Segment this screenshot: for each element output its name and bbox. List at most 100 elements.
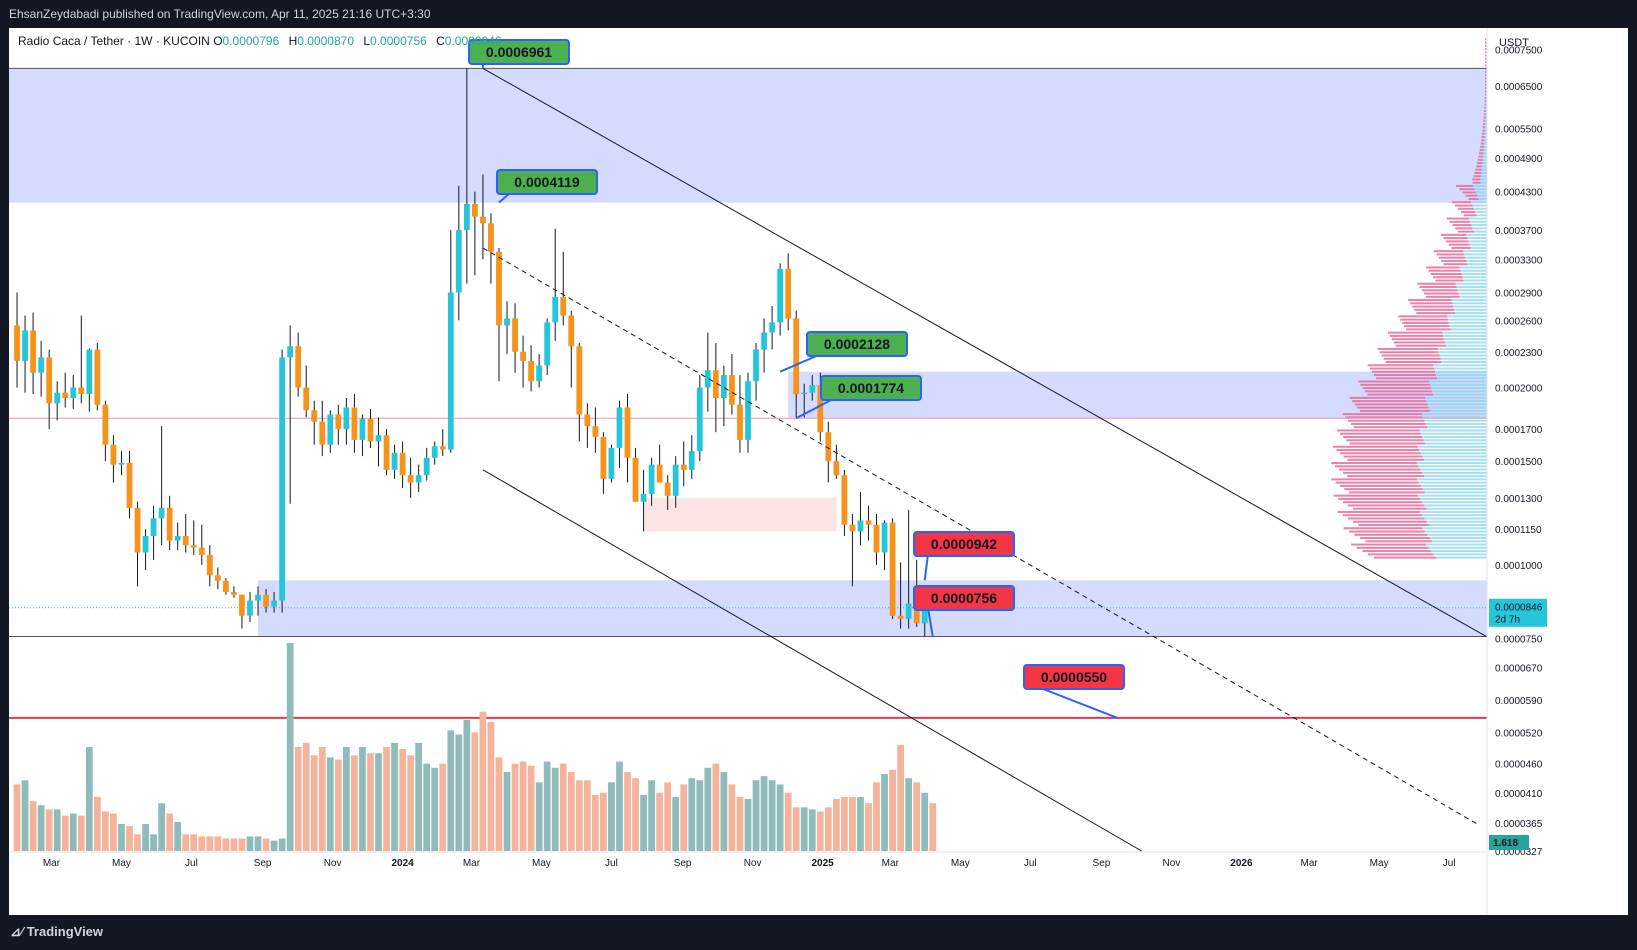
- candle-body: [624, 407, 631, 458]
- annotation-callout-5: 0.0000756: [913, 585, 1015, 637]
- candle-body: [520, 351, 526, 361]
- tradingview-brand: TradingView: [26, 924, 104, 939]
- volume-bar: [29, 801, 37, 851]
- profile-bar-pink: [1449, 220, 1471, 223]
- profile-bar-pink: [1343, 471, 1423, 474]
- profile-bar-pink: [1395, 344, 1446, 347]
- profile-bar-blue: [1425, 442, 1487, 445]
- candle-body: [664, 482, 671, 496]
- candle-body: [319, 421, 326, 445]
- volume-bar: [881, 774, 888, 851]
- volume-bar: [318, 747, 326, 851]
- profile-bar-pink: [1349, 396, 1426, 399]
- chart-svg[interactable]: 0.0006961 0.0004119 0.0002128 0.0001774 0.00…: [9, 28, 1628, 915]
- candle-body: [86, 349, 93, 395]
- annotation-label: 0.0000942: [931, 536, 997, 552]
- candle-body: [287, 346, 294, 358]
- profile-bar-blue: [1471, 224, 1487, 227]
- candle-body: [78, 387, 85, 395]
- symbol-name[interactable]: Radio Caca / Tether · 1W · KUCOIN: [18, 34, 210, 48]
- volume-bar: [752, 780, 760, 851]
- price-tick-label: 0.0003300: [1495, 255, 1543, 266]
- candle-body: [536, 365, 543, 382]
- profile-bar-blue: [1481, 171, 1487, 174]
- candle-body: [833, 461, 840, 476]
- profile-bar-blue: [1452, 302, 1487, 305]
- volume-bar: [736, 796, 744, 851]
- volume-bar: [567, 771, 575, 851]
- profile-bar-blue: [1462, 276, 1487, 279]
- profile-bar-blue: [1456, 286, 1487, 289]
- volume-bar: [471, 732, 479, 851]
- volume-bar: [511, 763, 519, 851]
- candle-body: [921, 607, 928, 624]
- candle-body: [38, 357, 45, 373]
- profile-bar-pink: [1385, 361, 1442, 363]
- high-label: H: [288, 34, 298, 48]
- profile-bar-pink: [1481, 132, 1485, 135]
- profile-bar-blue: [1424, 475, 1487, 478]
- profile-bar-blue: [1427, 403, 1487, 406]
- volume-bar: [849, 796, 856, 851]
- volume-bar: [704, 767, 712, 851]
- profile-bar-blue: [1466, 259, 1487, 262]
- volume-bar: [784, 792, 792, 851]
- volume-bar: [865, 803, 872, 851]
- profile-bar-blue: [1420, 497, 1487, 500]
- annotation-box: [1023, 664, 1125, 690]
- candle-body: [351, 407, 358, 440]
- annotation-callout-3: 0.0001774: [795, 375, 922, 420]
- candle-body: [680, 464, 687, 470]
- profile-bar-pink: [1423, 292, 1459, 295]
- candle-body: [656, 464, 663, 483]
- profile-bar-pink: [1484, 100, 1486, 103]
- volume-bar: [375, 753, 382, 851]
- profile-bar-blue: [1473, 184, 1487, 187]
- candle-body: [881, 522, 888, 553]
- profile-bar-pink: [1343, 455, 1423, 458]
- price-tick-label: 0.0005500: [1495, 125, 1543, 136]
- profile-bar-pink: [1347, 504, 1425, 507]
- profile-bar-blue: [1482, 162, 1487, 165]
- profile-bar-pink: [1441, 259, 1467, 262]
- volume-bar: [326, 757, 334, 851]
- volume-bar: [13, 784, 21, 851]
- profile-bar-blue: [1420, 452, 1487, 455]
- volume-bar: [479, 711, 487, 851]
- profile-bar-blue: [1444, 338, 1487, 341]
- profile-bar-blue: [1436, 556, 1487, 559]
- volume-bar: [519, 761, 527, 851]
- profile-bar-pink: [1485, 70, 1487, 73]
- candle-body: [825, 432, 832, 462]
- profile-bar-blue: [1422, 455, 1487, 458]
- profile-bar-pink: [1400, 318, 1448, 321]
- candle-body: [600, 436, 607, 479]
- profile-bar-pink: [1336, 449, 1420, 452]
- volume-bar: [503, 771, 511, 851]
- annotation-callout-2: 0.0002128: [779, 331, 908, 373]
- candle-body: [62, 392, 69, 399]
- profile-bar-blue: [1482, 165, 1487, 168]
- time-tick-label: Mar: [463, 858, 481, 869]
- profile-bar-blue: [1424, 504, 1487, 507]
- profile-bar-blue: [1426, 520, 1487, 523]
- profile-bar-blue: [1450, 328, 1487, 331]
- profile-bar-blue: [1448, 321, 1487, 324]
- candle-body: [198, 547, 205, 555]
- profile-bar-pink: [1383, 357, 1441, 360]
- volume-bar: [431, 767, 439, 851]
- time-tick-label: Sep: [674, 858, 692, 869]
- profile-bar-blue: [1438, 351, 1487, 354]
- candle-body: [279, 357, 286, 601]
- profile-bar-pink: [1483, 123, 1486, 126]
- profile-bar-pink: [1454, 204, 1473, 207]
- profile-bar-pink: [1483, 116, 1486, 119]
- chart-area[interactable]: 0.0006961 0.0004119 0.0002128 0.0001774 0.00…: [9, 28, 1628, 915]
- candle-body: [801, 392, 808, 395]
- profile-bar-blue: [1477, 194, 1487, 197]
- profile-bar-blue: [1475, 211, 1487, 214]
- tradingview-logo[interactable]: ⊿⁄ TradingView: [10, 924, 103, 940]
- candle-body: [737, 404, 743, 440]
- profile-bar-pink: [1376, 377, 1438, 380]
- annotation-callout-1: 0.0004119: [496, 169, 598, 204]
